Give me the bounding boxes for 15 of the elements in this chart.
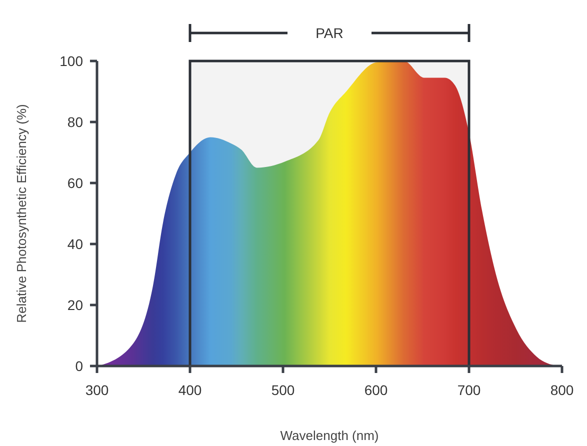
y-axis-title: Relative Photosynthetic Efficiency (%)	[14, 104, 29, 323]
band-label: PAR	[316, 25, 344, 41]
y-tick-label: 40	[67, 236, 84, 252]
x-tick-label: 800	[550, 382, 574, 398]
y-tick-label: 20	[67, 297, 84, 313]
y-tick-label: 80	[67, 114, 84, 130]
y-tick-label: 0	[75, 358, 84, 374]
y-tick-label: 60	[67, 175, 84, 191]
x-tick-label: 500	[271, 382, 295, 398]
x-tick-label: 600	[364, 382, 388, 398]
x-tick-label: 400	[178, 382, 202, 398]
x-axis-title: Wavelength (nm)	[280, 428, 379, 443]
y-tick-label: 100	[60, 53, 84, 69]
x-tick-label: 700	[457, 382, 481, 398]
x-tick-label: 300	[85, 382, 109, 398]
